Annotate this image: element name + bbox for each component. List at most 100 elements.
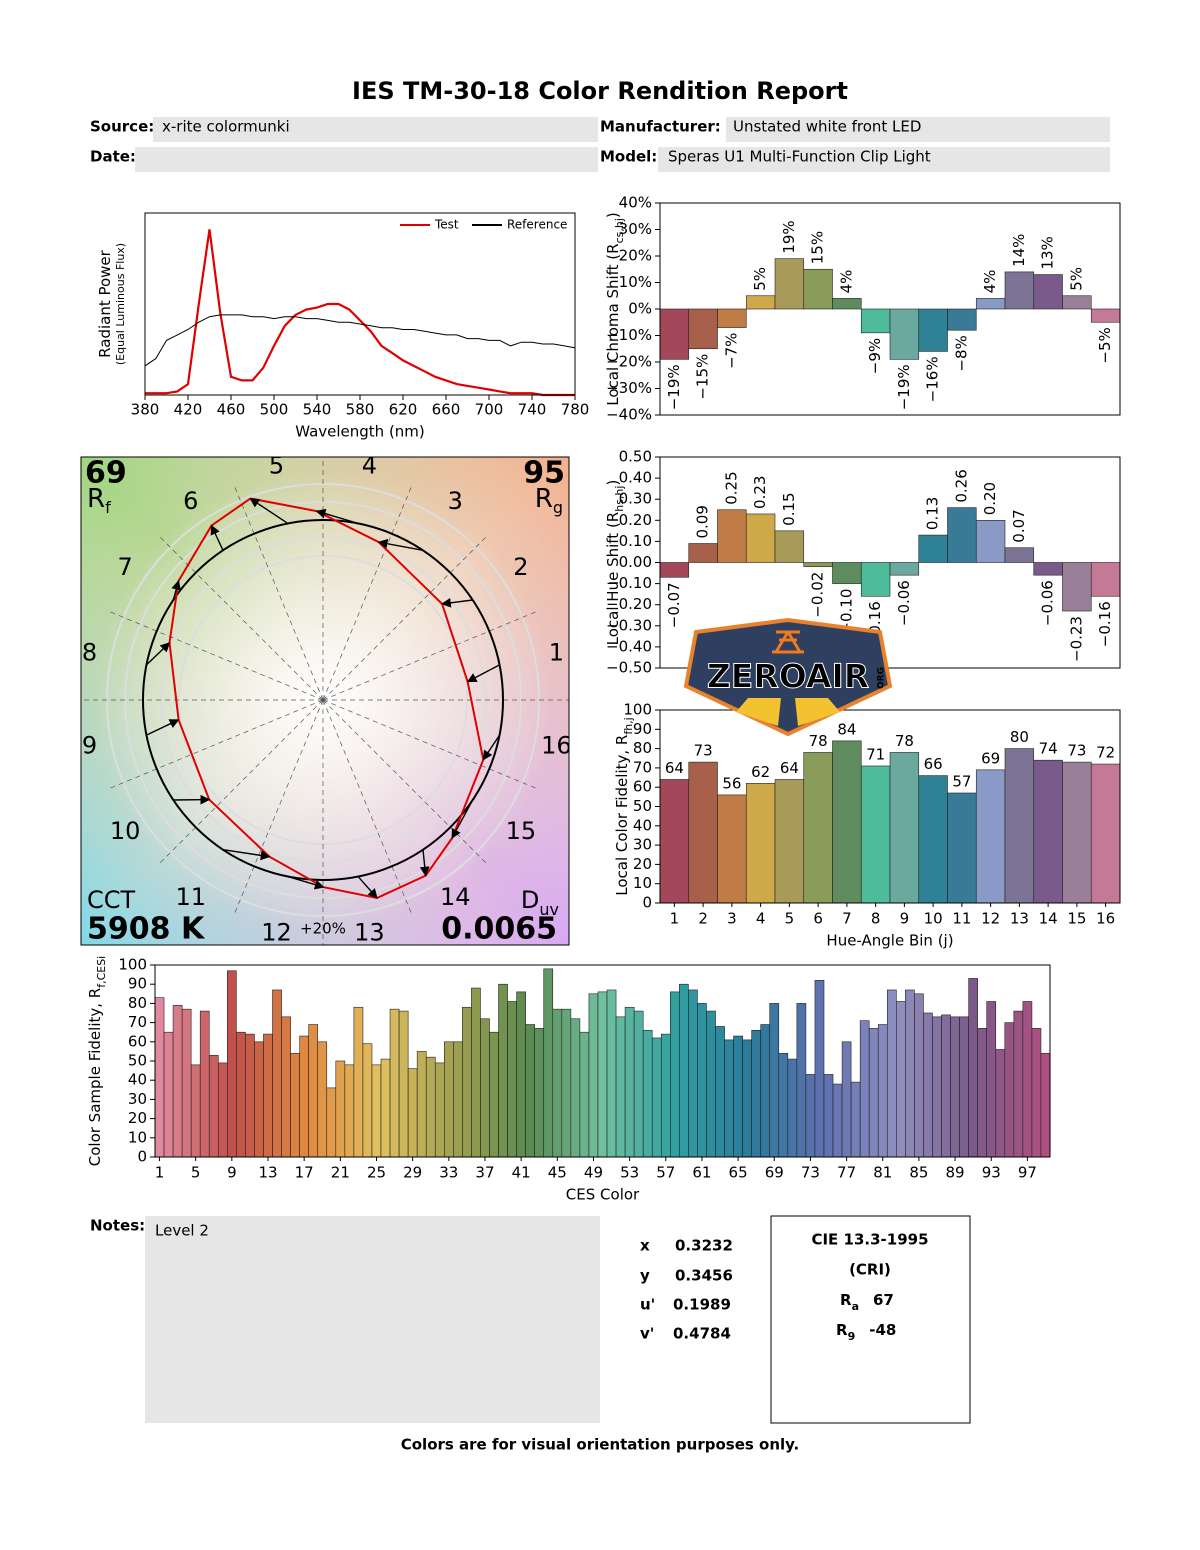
bar [163,1031,174,1158]
y-tick-label: 90 [633,720,652,738]
y-tick-label: 100 [623,701,652,719]
x-tick-label: 740 [518,401,547,419]
hue-bin-label: 3 [448,487,463,515]
bar [814,980,825,1158]
bin-divider [234,699,324,913]
bar [774,258,805,310]
bar [498,983,508,1158]
x-tick-label: 9 [900,910,910,928]
bar [434,1062,445,1158]
y-tick-label: 60 [128,1032,147,1050]
y-tick-label: 30% [619,220,652,238]
hue-bin-label: 16 [541,731,572,759]
shift-arrow [315,508,359,525]
rf-label: Rf [87,484,111,518]
bar [245,1033,255,1158]
bar [860,308,891,334]
plot-frame [659,456,1121,669]
bar [281,1016,291,1158]
y-tick-label: 10% [619,273,652,291]
x-tick-label: 81 [873,1164,892,1182]
data-label: 64 [780,759,799,777]
x-tick-label: 49 [584,1164,603,1182]
bar [868,1028,879,1158]
bar [570,1018,581,1158]
x-tick-label: 77 [837,1164,856,1182]
logo-road [736,698,840,726]
duv-label-sub: uv [539,900,559,919]
y-tick-label: 50 [633,797,652,815]
bar [398,1010,409,1158]
bar [579,1031,590,1158]
x-tick-label: 25 [367,1164,386,1182]
bar [1004,748,1035,904]
plot-frame [659,709,1121,904]
bar [534,1028,545,1158]
x-tick-label: 580 [346,401,375,419]
data-label: 64 [665,759,684,777]
x-tick-label: 540 [303,401,332,419]
chromaticity-label: v' [640,1325,654,1343]
bar [416,1051,427,1158]
duv-label-text: D [521,886,539,914]
bar [659,308,690,360]
bar [659,562,690,578]
bar [751,1029,762,1158]
x-tick-label: 420 [174,401,203,419]
bar [850,1081,861,1158]
shift-arrow [171,580,181,601]
bar [774,530,805,563]
y-tick-label: 0% [628,300,652,318]
y-tick-label: 100 [118,956,147,974]
x-tick-label: 500 [260,401,289,419]
notes-text: Level 2 [155,1222,209,1240]
y-axis-label-text: Local Chroma Shift (R [604,243,622,405]
bin-divider [322,699,536,789]
cri-label: R [836,1321,848,1339]
x-tick-label: 10 [924,910,943,928]
hue-bin-label: 11 [176,883,207,911]
data-label: 74 [1039,740,1058,758]
hue-bin-label: 12 [261,918,292,946]
bar [317,1041,328,1158]
bar [977,1028,988,1158]
bar [715,1026,725,1158]
y-axis-label-text: Color Sample Fidelity, R [86,988,104,1166]
bar [1062,562,1092,612]
cct-value: 5908 K [87,912,206,947]
bar [236,1031,246,1158]
rf-value: 69 [85,456,127,491]
x-tick-label: 7 [842,910,852,928]
notes-box [145,1216,600,1423]
y-tick-label: 0.10 [619,532,652,550]
bin-divider [322,537,486,701]
bar [896,1001,906,1158]
y-tick-label: 70 [633,758,652,776]
x-tick-label: 41 [512,1164,531,1182]
x-tick-label: 16 [1096,910,1115,928]
cri-subtitle: (CRI) [849,1261,891,1279]
bar [947,507,977,563]
bar [947,792,977,904]
bar [1090,308,1121,323]
x-tick-label: 69 [765,1164,784,1182]
shift-arrow [357,876,378,899]
y-tick-label: 80 [633,739,652,757]
bar [832,562,862,584]
bar [679,983,689,1158]
bar [462,1006,472,1158]
bar [803,752,833,904]
y-axis-label-sub: f,CESi [95,956,108,988]
x-tick-label: 73 [801,1164,820,1182]
bar [1062,295,1092,310]
x-tick-label: 660 [432,401,461,419]
bar [805,1074,816,1158]
data-label: 0.07 [1010,509,1028,542]
bar [760,1024,771,1158]
y-tick-label: 0.50 [619,448,652,466]
bin-divider [322,611,536,701]
data-label: −8% [952,335,970,371]
bar [353,1006,364,1158]
y-tick-label: 40 [128,1071,147,1089]
